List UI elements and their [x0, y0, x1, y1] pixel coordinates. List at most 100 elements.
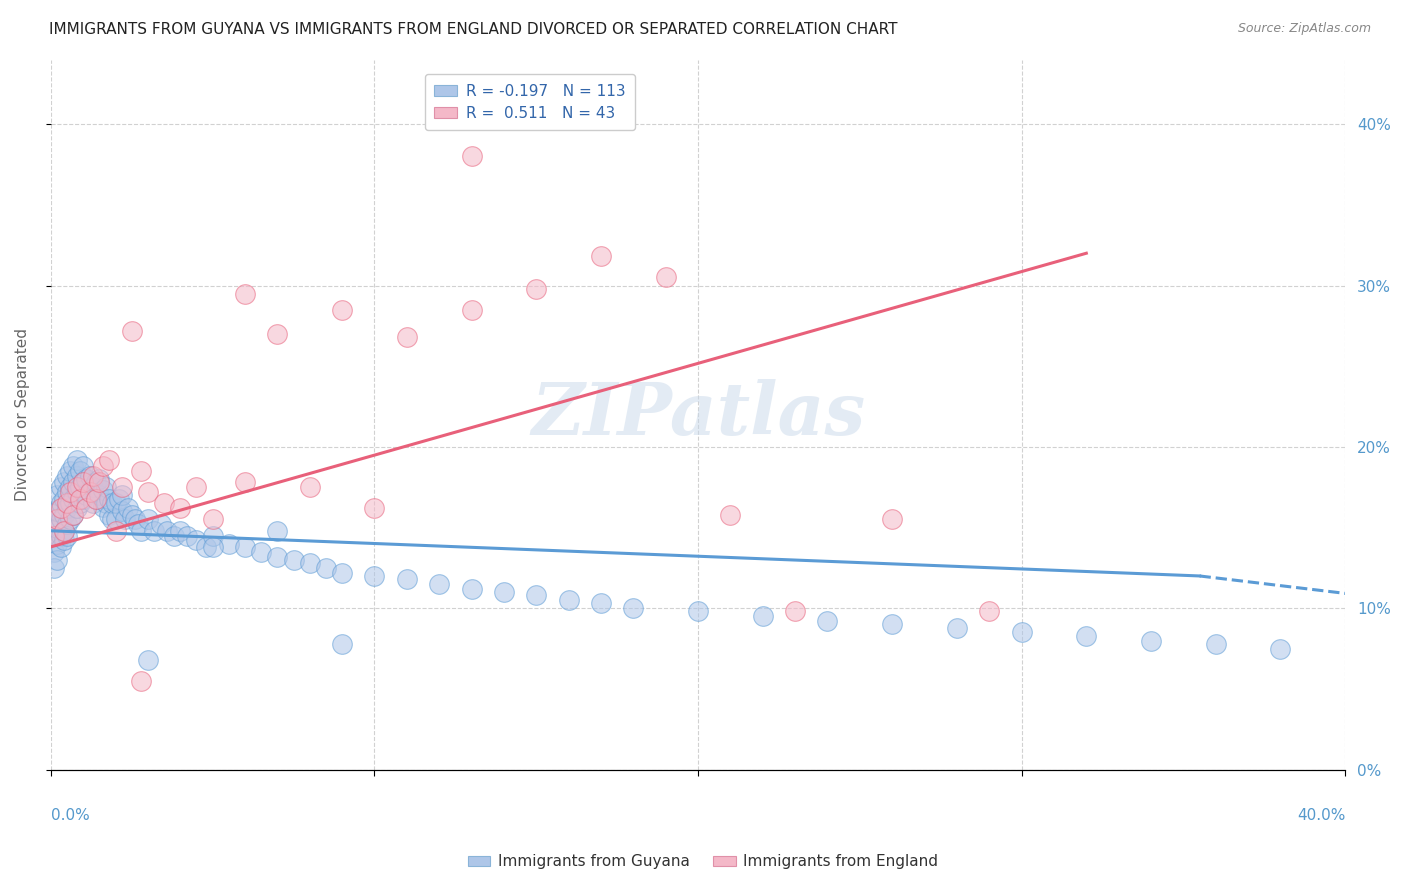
Point — [84, 475, 107, 490]
Point — [49, 512, 72, 526]
Point — [363, 569, 385, 583]
Point — [79, 485, 101, 500]
Point — [114, 512, 136, 526]
Point — [89, 472, 111, 486]
Point — [72, 475, 94, 490]
Point — [94, 480, 117, 494]
Point — [946, 621, 969, 635]
Point — [42, 504, 65, 518]
Point — [143, 524, 166, 538]
Point — [427, 577, 450, 591]
Point — [66, 452, 89, 467]
Point — [395, 572, 418, 586]
Point — [52, 491, 75, 506]
Point — [42, 561, 65, 575]
Point — [59, 512, 82, 526]
Point — [42, 528, 65, 542]
Point — [169, 501, 191, 516]
Point — [72, 475, 94, 490]
Y-axis label: Divorced or Separated: Divorced or Separated — [15, 328, 30, 501]
Point — [195, 540, 218, 554]
Point — [330, 566, 353, 580]
Point — [52, 475, 75, 490]
Point — [72, 491, 94, 506]
Point — [79, 469, 101, 483]
Point — [979, 604, 1001, 618]
Point — [589, 250, 612, 264]
Point — [131, 673, 153, 688]
Point — [89, 475, 111, 490]
Point — [49, 540, 72, 554]
Point — [52, 533, 75, 548]
Point — [233, 286, 256, 301]
Point — [163, 528, 186, 542]
Point — [46, 504, 69, 518]
Point — [104, 524, 127, 538]
Point — [111, 480, 134, 494]
Point — [98, 452, 121, 467]
Point — [66, 485, 89, 500]
Point — [283, 553, 305, 567]
Point — [233, 540, 256, 554]
Point — [330, 637, 353, 651]
Point — [136, 653, 159, 667]
Point — [153, 496, 176, 510]
Point — [56, 469, 79, 483]
Point — [46, 537, 69, 551]
Point — [186, 480, 208, 494]
Point — [817, 614, 839, 628]
Point — [460, 149, 482, 163]
Point — [42, 512, 65, 526]
Point — [1140, 633, 1163, 648]
Point — [79, 485, 101, 500]
Point — [524, 588, 547, 602]
Point — [524, 282, 547, 296]
Point — [654, 270, 676, 285]
Point — [201, 512, 224, 526]
Point — [59, 496, 82, 510]
Text: ZIPatlas: ZIPatlas — [531, 379, 865, 450]
Point — [75, 501, 97, 516]
Point — [127, 517, 149, 532]
Point — [589, 596, 612, 610]
Point — [91, 483, 114, 498]
Point — [250, 545, 273, 559]
Point — [82, 496, 104, 510]
Point — [82, 480, 104, 494]
Point — [117, 501, 139, 516]
Point — [62, 508, 84, 522]
Point — [72, 459, 94, 474]
Text: Source: ZipAtlas.com: Source: ZipAtlas.com — [1237, 22, 1371, 36]
Point — [460, 302, 482, 317]
Point — [882, 617, 904, 632]
Point — [62, 475, 84, 490]
Point — [62, 508, 84, 522]
Point — [363, 501, 385, 516]
Point — [66, 501, 89, 516]
Point — [75, 472, 97, 486]
Point — [1011, 625, 1033, 640]
Legend: Immigrants from Guyana, Immigrants from England: Immigrants from Guyana, Immigrants from … — [461, 848, 945, 875]
Text: 0.0%: 0.0% — [51, 808, 90, 823]
Point — [330, 302, 353, 317]
Point — [882, 512, 904, 526]
Point — [783, 604, 806, 618]
Point — [46, 512, 69, 526]
Point — [62, 491, 84, 506]
Point — [62, 459, 84, 474]
Point — [49, 480, 72, 494]
Point — [46, 488, 69, 502]
Point — [69, 464, 91, 478]
Text: IMMIGRANTS FROM GUYANA VS IMMIGRANTS FROM ENGLAND DIVORCED OR SEPARATED CORRELAT: IMMIGRANTS FROM GUYANA VS IMMIGRANTS FRO… — [49, 22, 897, 37]
Point — [233, 475, 256, 490]
Point — [56, 485, 79, 500]
Point — [111, 488, 134, 502]
Point — [56, 517, 79, 532]
Point — [46, 553, 69, 567]
Point — [69, 496, 91, 510]
Point — [395, 330, 418, 344]
Point — [104, 496, 127, 510]
Point — [104, 512, 127, 526]
Point — [49, 501, 72, 516]
Point — [266, 524, 288, 538]
